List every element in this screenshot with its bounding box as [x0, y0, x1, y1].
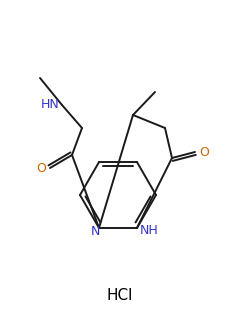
Text: HCl: HCl	[107, 288, 133, 303]
Text: O: O	[199, 145, 209, 158]
Text: O: O	[36, 161, 46, 174]
Text: N: N	[90, 225, 100, 238]
Text: HN: HN	[41, 98, 59, 111]
Text: NH: NH	[140, 224, 158, 237]
